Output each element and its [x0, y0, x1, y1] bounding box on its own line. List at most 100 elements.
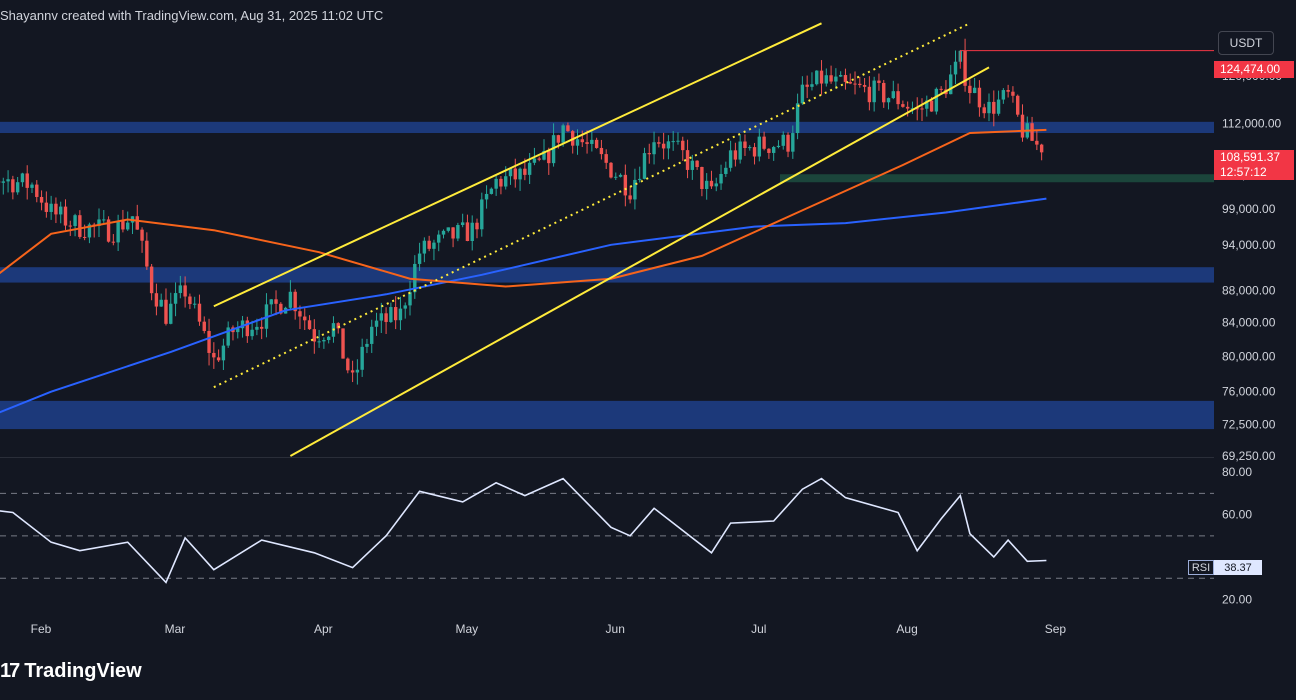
- candle-body: [1001, 90, 1006, 100]
- high-price-tag: 124,474.00: [1214, 61, 1294, 78]
- candle-body: [59, 206, 63, 215]
- candles: [0, 38, 1044, 385]
- price-axis-label: 72,500.00: [1222, 417, 1276, 431]
- candle-body: [259, 326, 264, 329]
- tradingview-logo[interactable]: 17 TradingView: [0, 658, 142, 684]
- candle-body: [561, 125, 565, 143]
- candle-body: [752, 147, 757, 157]
- candle-body: [389, 307, 393, 322]
- candle-body: [44, 202, 49, 212]
- candle-body: [939, 88, 943, 90]
- support-band: [780, 174, 1214, 183]
- candle-body: [365, 343, 369, 347]
- candle-body: [834, 76, 838, 82]
- candle-body: [403, 305, 407, 309]
- candle-body: [456, 225, 460, 239]
- candle-body: [733, 150, 738, 160]
- candle-body: [566, 125, 570, 132]
- candle-body: [370, 326, 374, 344]
- price-axis-label: 76,000.00: [1222, 385, 1276, 399]
- candle-body: [111, 241, 116, 243]
- candle-body: [73, 215, 77, 226]
- candle-body: [192, 303, 197, 305]
- candle-body: [925, 100, 929, 109]
- candle-body: [843, 75, 848, 82]
- price-axis-label: 69,250.00: [1222, 449, 1276, 463]
- candle-body: [858, 83, 862, 86]
- candle-body: [915, 108, 919, 110]
- last-price-value: 108,591.37: [1220, 150, 1281, 164]
- candle-body: [169, 303, 173, 324]
- candle-body: [164, 299, 168, 324]
- candle-body: [240, 320, 245, 329]
- candle-body: [379, 313, 384, 321]
- candle-body: [642, 153, 647, 179]
- candle-body: [757, 136, 762, 157]
- candle-body: [82, 236, 87, 238]
- header-bar: [0, 0, 1296, 26]
- candle-body: [1, 181, 5, 183]
- candle-body: [838, 75, 843, 77]
- candle-body: [20, 173, 25, 183]
- candle-body: [106, 219, 111, 242]
- candle-body: [341, 328, 345, 359]
- candle-body: [609, 162, 613, 178]
- candle-body: [891, 91, 895, 99]
- candle-body: [776, 145, 781, 148]
- candle-body: [604, 154, 608, 163]
- candle-body: [666, 141, 671, 149]
- candle-body: [451, 227, 455, 239]
- rsi-axis-label: 60.00: [1222, 508, 1252, 522]
- candle-body: [996, 99, 1001, 114]
- candle-body: [599, 147, 604, 155]
- candle-body: [1006, 90, 1010, 92]
- candle-body: [724, 167, 728, 174]
- candle-body: [590, 139, 594, 144]
- candle-body: [633, 179, 637, 200]
- candle-body: [805, 84, 809, 87]
- candle-body: [255, 326, 259, 330]
- candle-body: [245, 320, 250, 337]
- currency-selector[interactable]: USDT: [1218, 31, 1274, 55]
- candle-body: [661, 143, 666, 149]
- candle-body: [614, 176, 618, 178]
- candle-body: [719, 173, 723, 184]
- candle-body: [417, 253, 422, 264]
- candle-body: [762, 136, 766, 149]
- candle-body: [676, 140, 680, 142]
- candle-body: [1035, 140, 1039, 145]
- candle-body: [681, 140, 685, 151]
- candle-body: [197, 303, 202, 322]
- demand-zone-0: [0, 121, 1214, 133]
- bar-countdown: 12:57:12: [1220, 165, 1267, 179]
- candle-body: [413, 263, 417, 293]
- candle-body: [886, 98, 891, 103]
- price-axis-label: 112,000.00: [1222, 117, 1281, 131]
- candle-body: [575, 139, 580, 146]
- candle-body: [15, 182, 20, 193]
- time-axis-label: Jul: [751, 622, 766, 636]
- candle-body: [484, 193, 489, 200]
- candle-body: [882, 82, 886, 103]
- candle-body: [992, 101, 996, 114]
- candle-body: [647, 153, 651, 155]
- candle-body: [527, 162, 532, 175]
- candle-body: [628, 195, 632, 200]
- candle-body: [862, 85, 867, 87]
- candle-body: [800, 84, 805, 104]
- candle-body: [728, 150, 733, 168]
- candle-body: [78, 215, 82, 237]
- candle-body: [279, 303, 283, 314]
- candle-body: [408, 292, 412, 306]
- candle-body: [743, 141, 747, 148]
- candle-body: [523, 168, 527, 175]
- channel-mid-dotted-line: [213, 22, 971, 389]
- candle-body: [815, 70, 819, 85]
- candle-body: [877, 80, 881, 83]
- candle-body: [159, 299, 163, 307]
- candle-body: [537, 158, 541, 160]
- candle-body: [269, 299, 273, 305]
- candle-body: [293, 291, 297, 312]
- candle-body: [274, 299, 278, 304]
